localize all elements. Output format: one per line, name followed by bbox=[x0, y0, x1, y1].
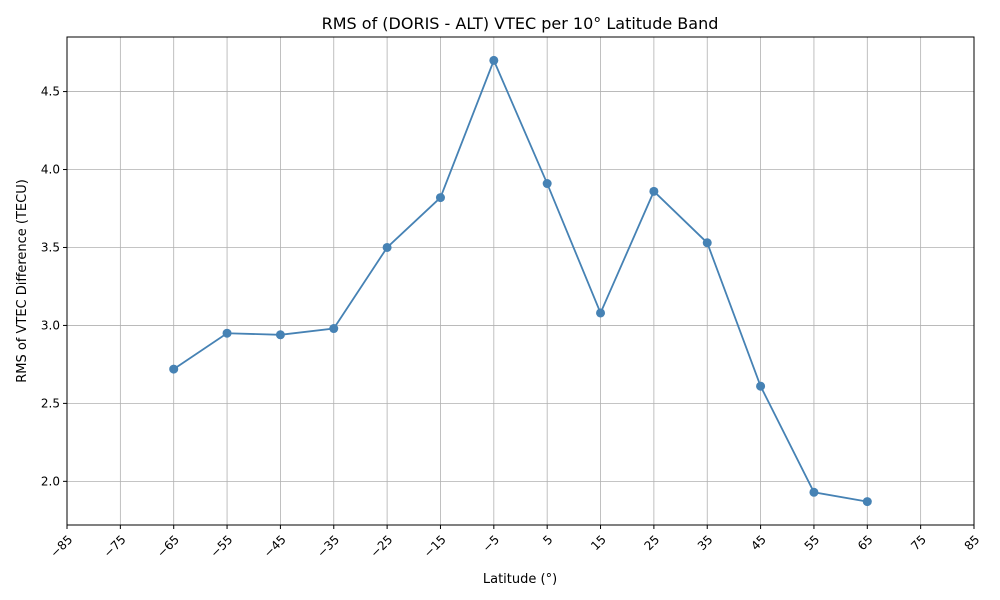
y-tick-label: 2.5 bbox=[41, 396, 60, 410]
data-point bbox=[542, 179, 552, 189]
x-tick-label: 65 bbox=[855, 532, 876, 553]
x-tick-label: 5 bbox=[540, 532, 555, 547]
data-point bbox=[862, 497, 872, 507]
data-point bbox=[489, 55, 499, 65]
series-line bbox=[173, 58, 868, 503]
y-axis-label: RMS of VTEC Difference (TECU) bbox=[15, 179, 30, 383]
x-axis-label: Latitude (°) bbox=[483, 572, 557, 587]
x-tick-label: 55 bbox=[802, 532, 823, 553]
series-group bbox=[169, 55, 872, 507]
y-tick-label: 2.0 bbox=[41, 474, 60, 488]
x-tick-label: 45 bbox=[748, 532, 769, 553]
y-tick-label: 4.0 bbox=[41, 163, 60, 177]
data-point bbox=[275, 330, 285, 340]
x-tick-label: 35 bbox=[695, 532, 716, 553]
data-point bbox=[596, 308, 606, 318]
x-tick-label: −65 bbox=[154, 532, 182, 560]
y-tick-label: 3.0 bbox=[41, 318, 60, 332]
x-tick-label: −45 bbox=[261, 532, 289, 560]
data-point bbox=[169, 364, 179, 374]
grid-lines bbox=[66, 37, 975, 525]
x-tick-label: 15 bbox=[588, 532, 609, 553]
x-tick-label: 75 bbox=[908, 532, 929, 553]
data-point bbox=[435, 193, 445, 203]
x-tick-label: −75 bbox=[101, 532, 129, 560]
axis-ticks: −85 −75 −65 −55 −45 −35 −25 −15 −5 5 15 25 35 45 55 65 7… bbox=[41, 85, 982, 561]
data-point bbox=[756, 381, 766, 391]
x-tick-label: 85 bbox=[962, 532, 983, 553]
data-point bbox=[649, 186, 659, 196]
data-point bbox=[329, 324, 339, 334]
x-tick-label: 25 bbox=[642, 532, 663, 553]
x-tick-label: −35 bbox=[314, 532, 342, 560]
x-tick-label: −55 bbox=[208, 532, 236, 560]
y-tick-label: 4.5 bbox=[41, 85, 60, 99]
x-tick-label: −5 bbox=[480, 532, 502, 554]
data-point bbox=[702, 238, 712, 248]
x-tick-label: −15 bbox=[421, 532, 449, 560]
chart-title: RMS of (DORIS - ALT) VTEC per 10° Latitu… bbox=[322, 14, 719, 33]
x-tick-label: −25 bbox=[368, 532, 396, 560]
y-tick-label: 3.5 bbox=[41, 240, 60, 254]
data-point bbox=[222, 328, 232, 338]
data-point bbox=[809, 487, 819, 497]
plot-area-frame bbox=[66, 36, 975, 526]
x-tick-label: −85 bbox=[48, 532, 76, 560]
data-point bbox=[382, 242, 392, 252]
